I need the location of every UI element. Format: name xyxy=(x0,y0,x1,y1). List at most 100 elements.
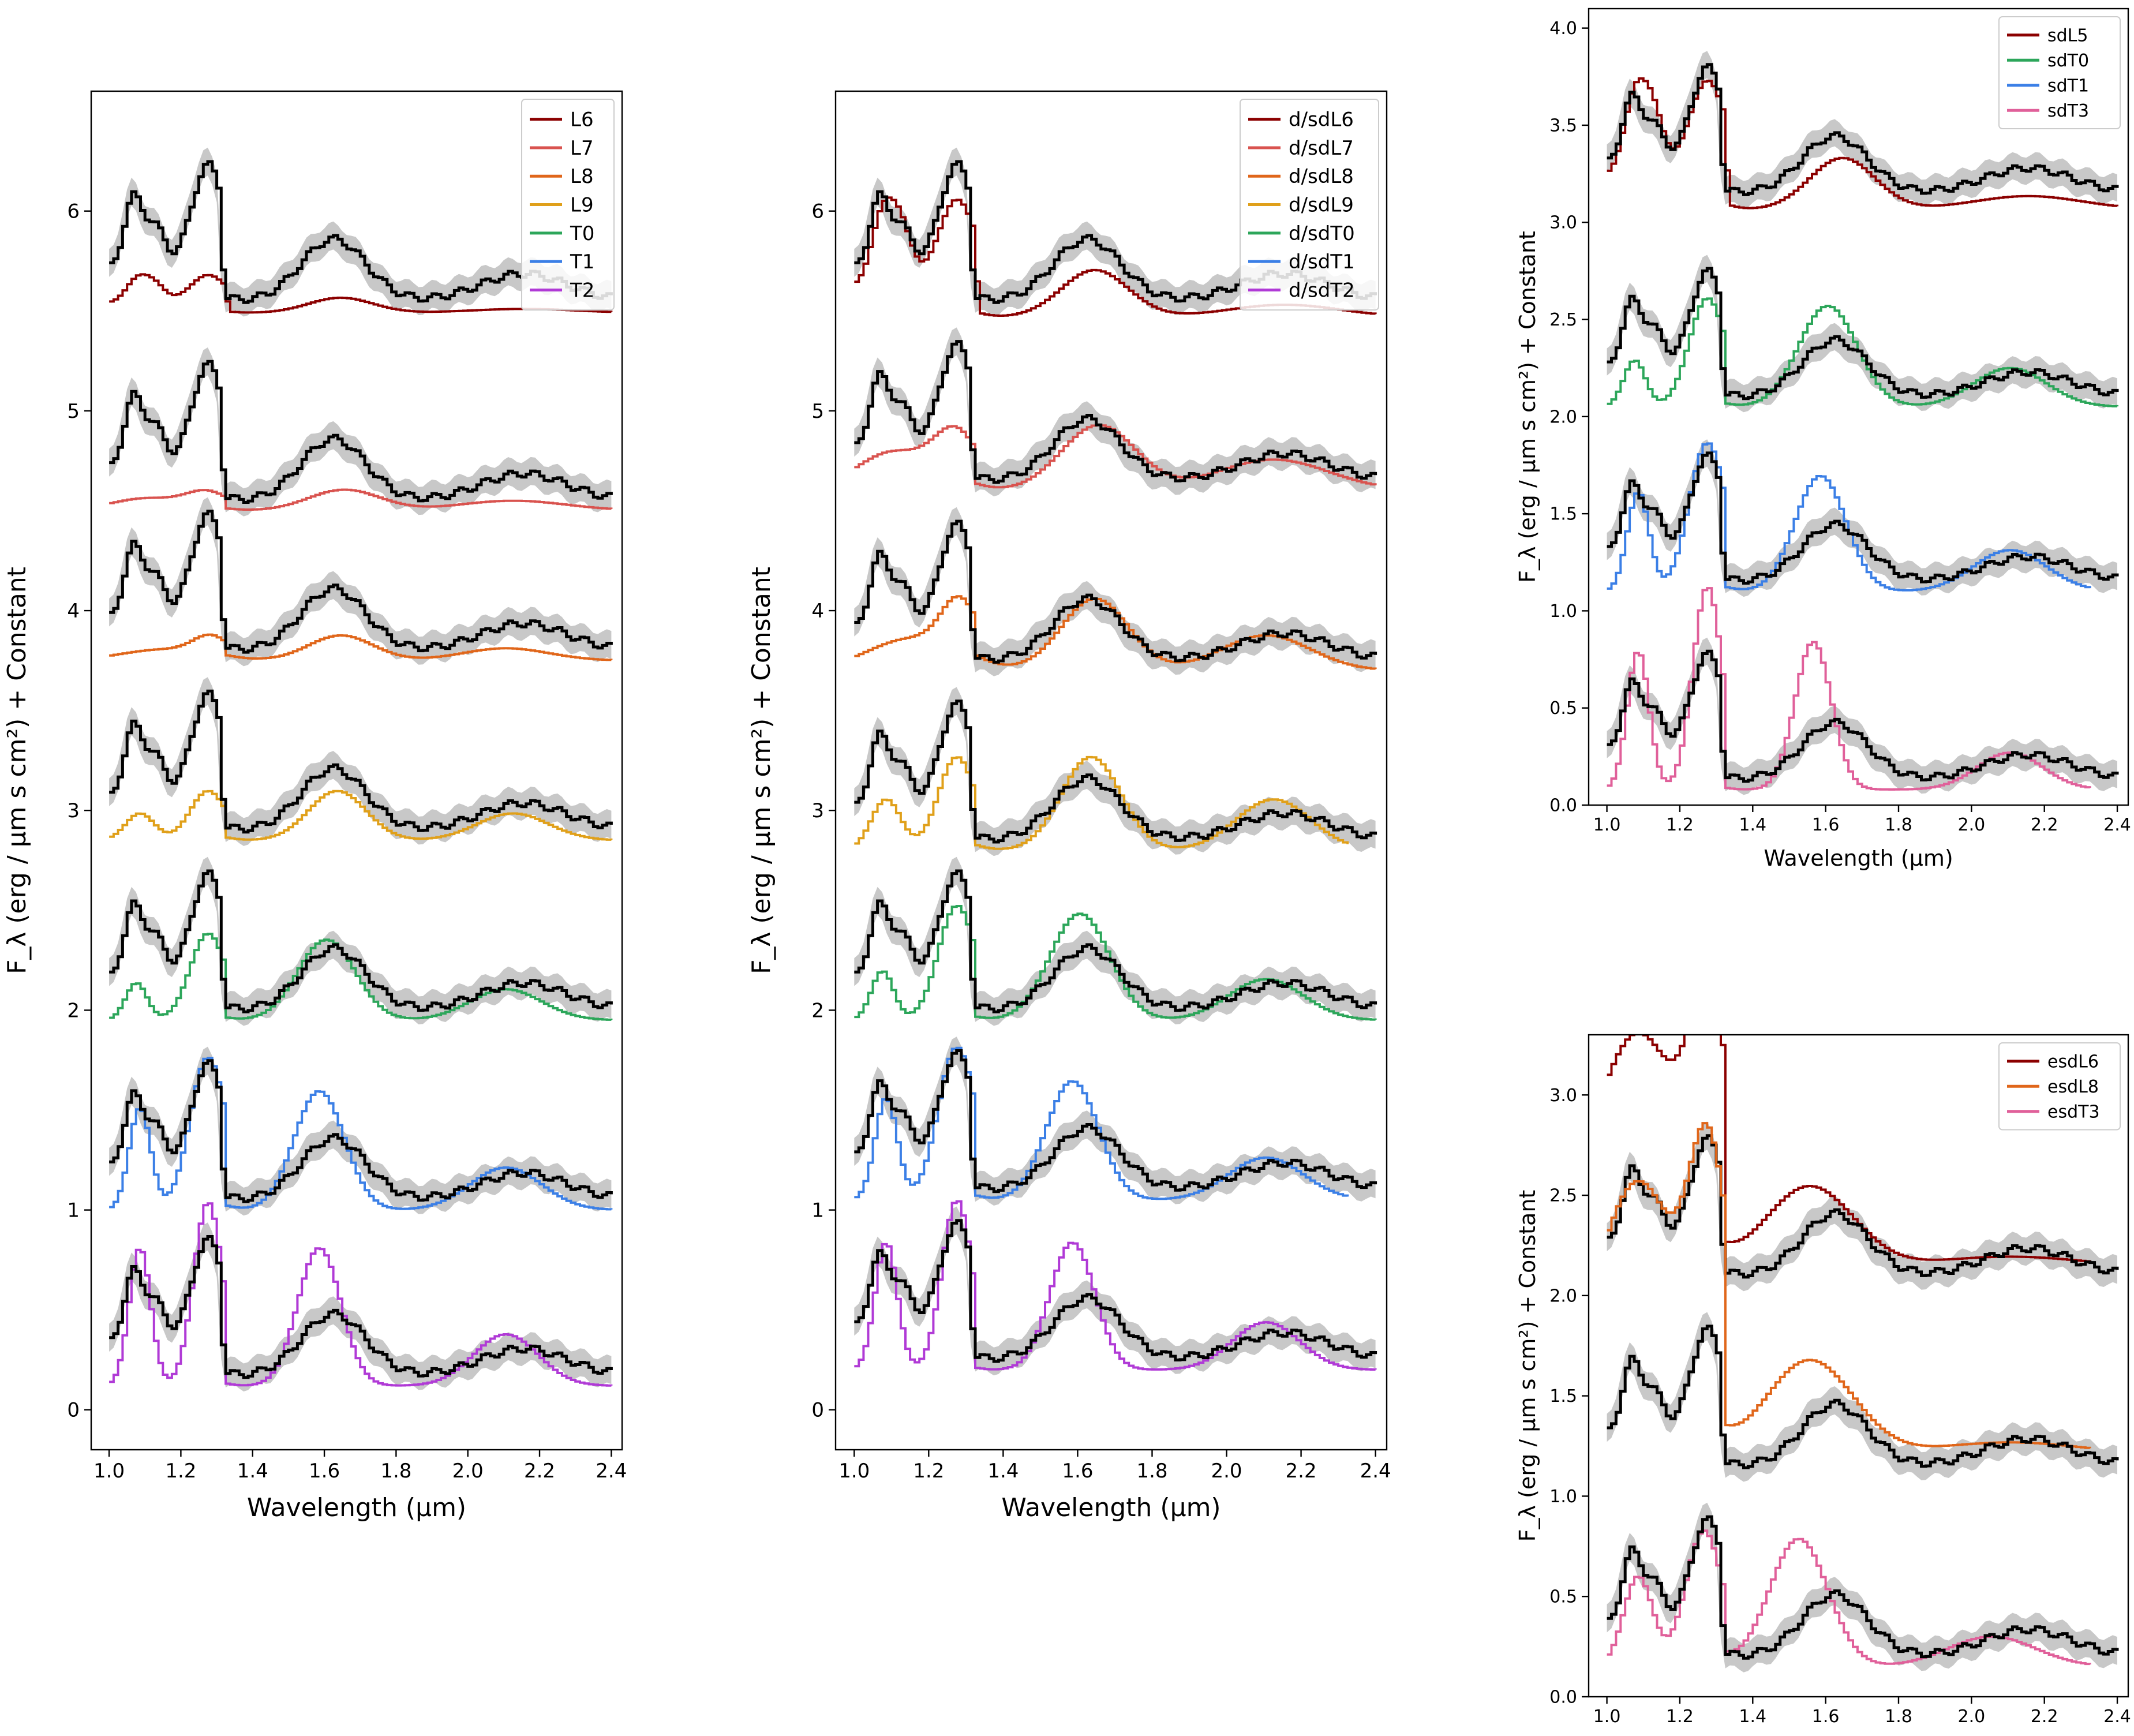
y-tick-label: 0.5 xyxy=(1549,1587,1577,1607)
y-tick-label: 5 xyxy=(67,400,80,423)
target-spectrum xyxy=(109,1235,613,1379)
target-spectrum xyxy=(109,869,613,1013)
x-tick-label: 1.0 xyxy=(838,1460,870,1483)
legend-label: sdT0 xyxy=(2047,51,2089,71)
legend-label: L6 xyxy=(570,108,594,132)
x-tick-label: 2.0 xyxy=(452,1460,484,1483)
x-tick-label: 1.0 xyxy=(1593,1707,1621,1727)
y-tick-label: 1.0 xyxy=(1549,601,1577,622)
y-tick-label: 3.5 xyxy=(1549,115,1577,136)
uncertainty-band xyxy=(109,1222,612,1391)
legend-label: d/sdL6 xyxy=(1289,108,1354,132)
y-tick-label: 0.0 xyxy=(1549,796,1577,816)
x-tick-label: 1.0 xyxy=(93,1460,125,1483)
legend-box xyxy=(1998,16,2121,129)
y-tick-label: 0 xyxy=(67,1399,80,1422)
y-tick-label: 4 xyxy=(67,600,80,623)
legend-label: d/sdL8 xyxy=(1289,165,1354,188)
x-tick-label: 1.8 xyxy=(380,1460,411,1483)
legend-label: esdT3 xyxy=(2047,1102,2100,1122)
y-tick-label: 1.5 xyxy=(1549,504,1577,525)
legend: d/sdL6 d/sdL7 d/sdL8 d/sdL9 d/sdT0 d/sdT1 d/sd… xyxy=(1240,99,1379,311)
legend-box xyxy=(1240,99,1379,311)
legend: sdL5 sdT0 sdT1 sdT3 xyxy=(1998,16,2121,129)
x-tick-label: 1.4 xyxy=(1739,1707,1766,1727)
x-tick-label: 1.6 xyxy=(1812,1707,1840,1727)
series-T0 xyxy=(109,933,613,1021)
target-spectrum xyxy=(109,689,613,834)
legend-label: d/sdL9 xyxy=(1289,193,1354,216)
series-L8 xyxy=(109,633,613,661)
legend-label: sdT3 xyxy=(2047,101,2089,121)
x-tick-label: 2.4 xyxy=(2103,1707,2131,1727)
y-tick-label: 2.0 xyxy=(1549,407,1577,427)
y-tick-label: 1.0 xyxy=(1549,1487,1577,1507)
uncertainty-band xyxy=(109,147,612,317)
target-spectrum xyxy=(854,519,1377,664)
y-axis-label: F_λ (erg / μm s cm²) + Constant xyxy=(1515,231,1540,583)
legend-label: L9 xyxy=(570,193,594,216)
legend-label: L8 xyxy=(570,165,594,188)
y-tick-label: 2.5 xyxy=(1549,1186,1577,1206)
y-tick-label: 6 xyxy=(67,200,80,223)
legend-label: esdL8 xyxy=(2047,1077,2099,1097)
x-tick-label: 1.4 xyxy=(237,1460,268,1483)
y-tick-label: 5 xyxy=(811,400,824,423)
x-tick-label: 2.2 xyxy=(2031,1707,2058,1727)
panel-esd: 1.0 1.2 1.4 1.6 1.8 2.0 2.2 2.4 0.0 0.5 1.0 1.5 2.0 2… xyxy=(1515,1034,2131,1727)
x-axis-label: Wavelength (μm) xyxy=(1764,845,1953,871)
uncertainty-band xyxy=(1607,1312,2117,1482)
legend-label: sdL5 xyxy=(2047,25,2088,46)
plot-area xyxy=(854,147,1377,1376)
x-tick-label: 2.4 xyxy=(1360,1460,1391,1483)
x-tick-label: 2.4 xyxy=(2103,815,2131,835)
y-tick-label: 1.5 xyxy=(1549,1386,1577,1406)
x-tick-label: 2.0 xyxy=(1957,1707,1985,1727)
target-spectrum xyxy=(1607,1134,2119,1279)
legend: esdL6 esdL8 esdT3 xyxy=(1998,1042,2121,1131)
legend-label: L7 xyxy=(570,137,594,160)
uncertainty-band xyxy=(1607,1502,2117,1673)
uncertainty-band xyxy=(109,856,612,1026)
target-spectrum xyxy=(1607,1515,2119,1660)
legend-box xyxy=(1998,1042,2121,1131)
plot-area xyxy=(109,147,613,1391)
axes-frame xyxy=(90,90,623,1451)
y-tick-label: 6 xyxy=(811,200,824,223)
target-spectrum xyxy=(854,1049,1377,1194)
legend-box xyxy=(521,99,615,311)
axes-frame xyxy=(1588,1034,2129,1698)
uncertainty-band xyxy=(854,507,1376,676)
x-tick-label: 1.6 xyxy=(309,1460,340,1483)
y-tick-label: 2 xyxy=(67,999,80,1022)
legend-label: d/sdT1 xyxy=(1289,250,1355,274)
y-axis-label: F_λ (erg / μm s cm²) + Constant xyxy=(747,567,776,974)
y-tick-label: 2.5 xyxy=(1549,310,1577,330)
series-d/sdT1 xyxy=(854,1046,1349,1200)
x-tick-label: 1.0 xyxy=(1593,815,1621,835)
x-tick-label: 2.2 xyxy=(2031,815,2058,835)
y-tick-label: 3 xyxy=(67,799,80,822)
series-esdL6 xyxy=(1607,1035,2091,1263)
x-tick-label: 2.0 xyxy=(1957,815,1985,835)
target-spectrum xyxy=(1607,267,2119,401)
x-tick-label: 1.2 xyxy=(165,1460,196,1483)
legend-label: sdT1 xyxy=(2047,76,2089,96)
target-spectrum xyxy=(854,1219,1377,1363)
x-tick-label: 1.2 xyxy=(1666,815,1694,835)
target-spectrum xyxy=(854,340,1377,484)
y-tick-label: 2.0 xyxy=(1549,1286,1577,1306)
axes-frame xyxy=(834,90,1388,1451)
plot-area xyxy=(1607,1035,2119,1673)
plot-area xyxy=(1607,51,2119,795)
legend-label: T2 xyxy=(570,279,594,302)
target-spectrum xyxy=(854,869,1377,1013)
x-tick-label: 1.2 xyxy=(1666,1707,1694,1727)
uncertainty-band xyxy=(1607,637,2117,795)
series-L9 xyxy=(109,790,613,841)
panel-standards: 1.0 1.2 1.4 1.6 1.8 2.0 2.2 2.4 0 1 2 3 4 5 6 Wavelengt… xyxy=(2,90,627,1522)
legend-label: d/sdL7 xyxy=(1289,137,1354,160)
x-axis-label: Wavelength (μm) xyxy=(1001,1493,1221,1522)
panel-sd: 1.0 1.2 1.4 1.6 1.8 2.0 2.2 2.4 0.0 0.5 1.0 1.5 2.0 2… xyxy=(1515,8,2131,871)
